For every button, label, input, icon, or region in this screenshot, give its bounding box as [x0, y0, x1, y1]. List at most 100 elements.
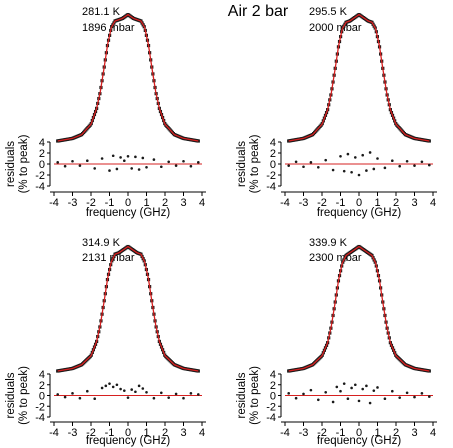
residual-point: [357, 399, 361, 403]
x-tick-label: 1: [143, 197, 149, 209]
residual-point: [123, 389, 126, 392]
residual-point: [317, 398, 320, 402]
pressure-label: 2300 mbar: [309, 252, 362, 264]
residual-point: [302, 165, 305, 169]
profile-point: [427, 369, 431, 373]
residual-point: [111, 385, 115, 389]
x-tick-label: 3: [180, 197, 186, 209]
residual-y-tick-label: 4: [39, 137, 45, 149]
x-tick-label: -2: [317, 427, 327, 439]
residual-y-axis-title-line: (% to peak): [18, 134, 30, 193]
temperature-label: 314.9 K: [82, 237, 121, 249]
residual-point: [137, 168, 141, 171]
x-tick-label: 3: [411, 427, 417, 439]
residual-point: [365, 384, 368, 388]
residual-point: [182, 396, 185, 400]
residual-point: [302, 392, 305, 396]
residual-point: [56, 393, 59, 396]
residual-point: [383, 166, 387, 170]
residual-point: [71, 159, 74, 163]
residual-point: [324, 390, 328, 394]
x-tick-label: -3: [68, 197, 78, 209]
x-tick-label: -2: [317, 197, 327, 209]
x-tick-label: -3: [299, 197, 309, 209]
residual-point: [368, 401, 372, 405]
profile-point: [427, 139, 431, 143]
x-tick-label: 2: [393, 427, 399, 439]
x-tick-label: 4: [199, 197, 205, 209]
profile-fit-line: [288, 13, 430, 142]
residual-point: [420, 160, 424, 164]
residual-point: [167, 160, 170, 164]
residual-point: [420, 392, 424, 395]
x-tick-label: -2: [86, 197, 96, 209]
residual-point: [160, 165, 163, 169]
residual-y-axis-title-line: residuals: [5, 141, 17, 187]
residual-point: [123, 159, 126, 162]
residual-point: [167, 396, 170, 399]
residual-point: [134, 390, 137, 394]
residual-point: [130, 388, 133, 391]
residual-points: [287, 151, 431, 177]
x-tick-label: 2: [393, 197, 399, 209]
residual-point: [145, 166, 148, 169]
residual-point: [372, 389, 376, 392]
x-tick-label: -4: [49, 427, 59, 439]
residual-point: [368, 151, 372, 154]
residual-y-tick-label: 4: [39, 369, 45, 381]
x-tick-label: 0: [125, 427, 131, 439]
x-tick-label: -4: [280, 427, 290, 439]
residual-point: [108, 382, 111, 385]
residual-point: [287, 392, 291, 395]
residual-point: [78, 396, 82, 400]
residual-points: [287, 382, 431, 405]
residual-point: [137, 384, 141, 388]
x-tick-label: 0: [125, 197, 131, 209]
x-tick-label: 0: [356, 427, 362, 439]
residual-points: [56, 382, 200, 401]
temperature-label: 281.1 K: [82, 6, 121, 18]
pressure-label: 1896 mbar: [82, 22, 135, 34]
residual-point: [134, 155, 137, 159]
residual-y-tick-label: -4: [266, 412, 276, 424]
residual-y-tick-label: -2: [35, 401, 45, 413]
residual-point: [119, 156, 122, 159]
residual-point: [339, 389, 342, 393]
residual-point: [197, 161, 200, 164]
residual-point: [126, 155, 130, 158]
residual-y-tick-label: -2: [35, 170, 45, 182]
residual-y-tick-label: 0: [39, 391, 45, 403]
x-tick-label: 2: [162, 427, 168, 439]
x-tick-label: -1: [105, 427, 115, 439]
residual-point: [152, 158, 156, 161]
residual-y-tick-label: -2: [266, 401, 276, 413]
residual-y-tick-label: -2: [266, 170, 276, 182]
residual-point: [63, 164, 67, 168]
residual-point: [350, 170, 353, 174]
residual-point: [361, 153, 365, 157]
residual-point: [104, 384, 108, 388]
residual-point: [182, 159, 185, 163]
residual-point: [126, 396, 130, 399]
x-tick-label: -3: [68, 427, 78, 439]
residual-point: [309, 388, 313, 392]
residual-y-tick-label: -4: [35, 412, 45, 424]
residual-point: [331, 168, 335, 172]
x-tick-label: -1: [336, 197, 346, 209]
residual-point: [86, 159, 89, 162]
residual-point: [376, 157, 379, 160]
residual-point: [56, 161, 59, 164]
residual-point: [398, 164, 402, 168]
profile-fit-line: [57, 13, 199, 142]
profile-points: [287, 244, 431, 373]
residual-point: [350, 386, 353, 390]
residual-point: [346, 152, 350, 156]
residual-point: [71, 392, 74, 395]
residual-point: [141, 156, 145, 160]
temperature-label: 339.9 K: [309, 237, 348, 249]
residual-point: [354, 383, 357, 387]
residual-point: [405, 159, 409, 163]
